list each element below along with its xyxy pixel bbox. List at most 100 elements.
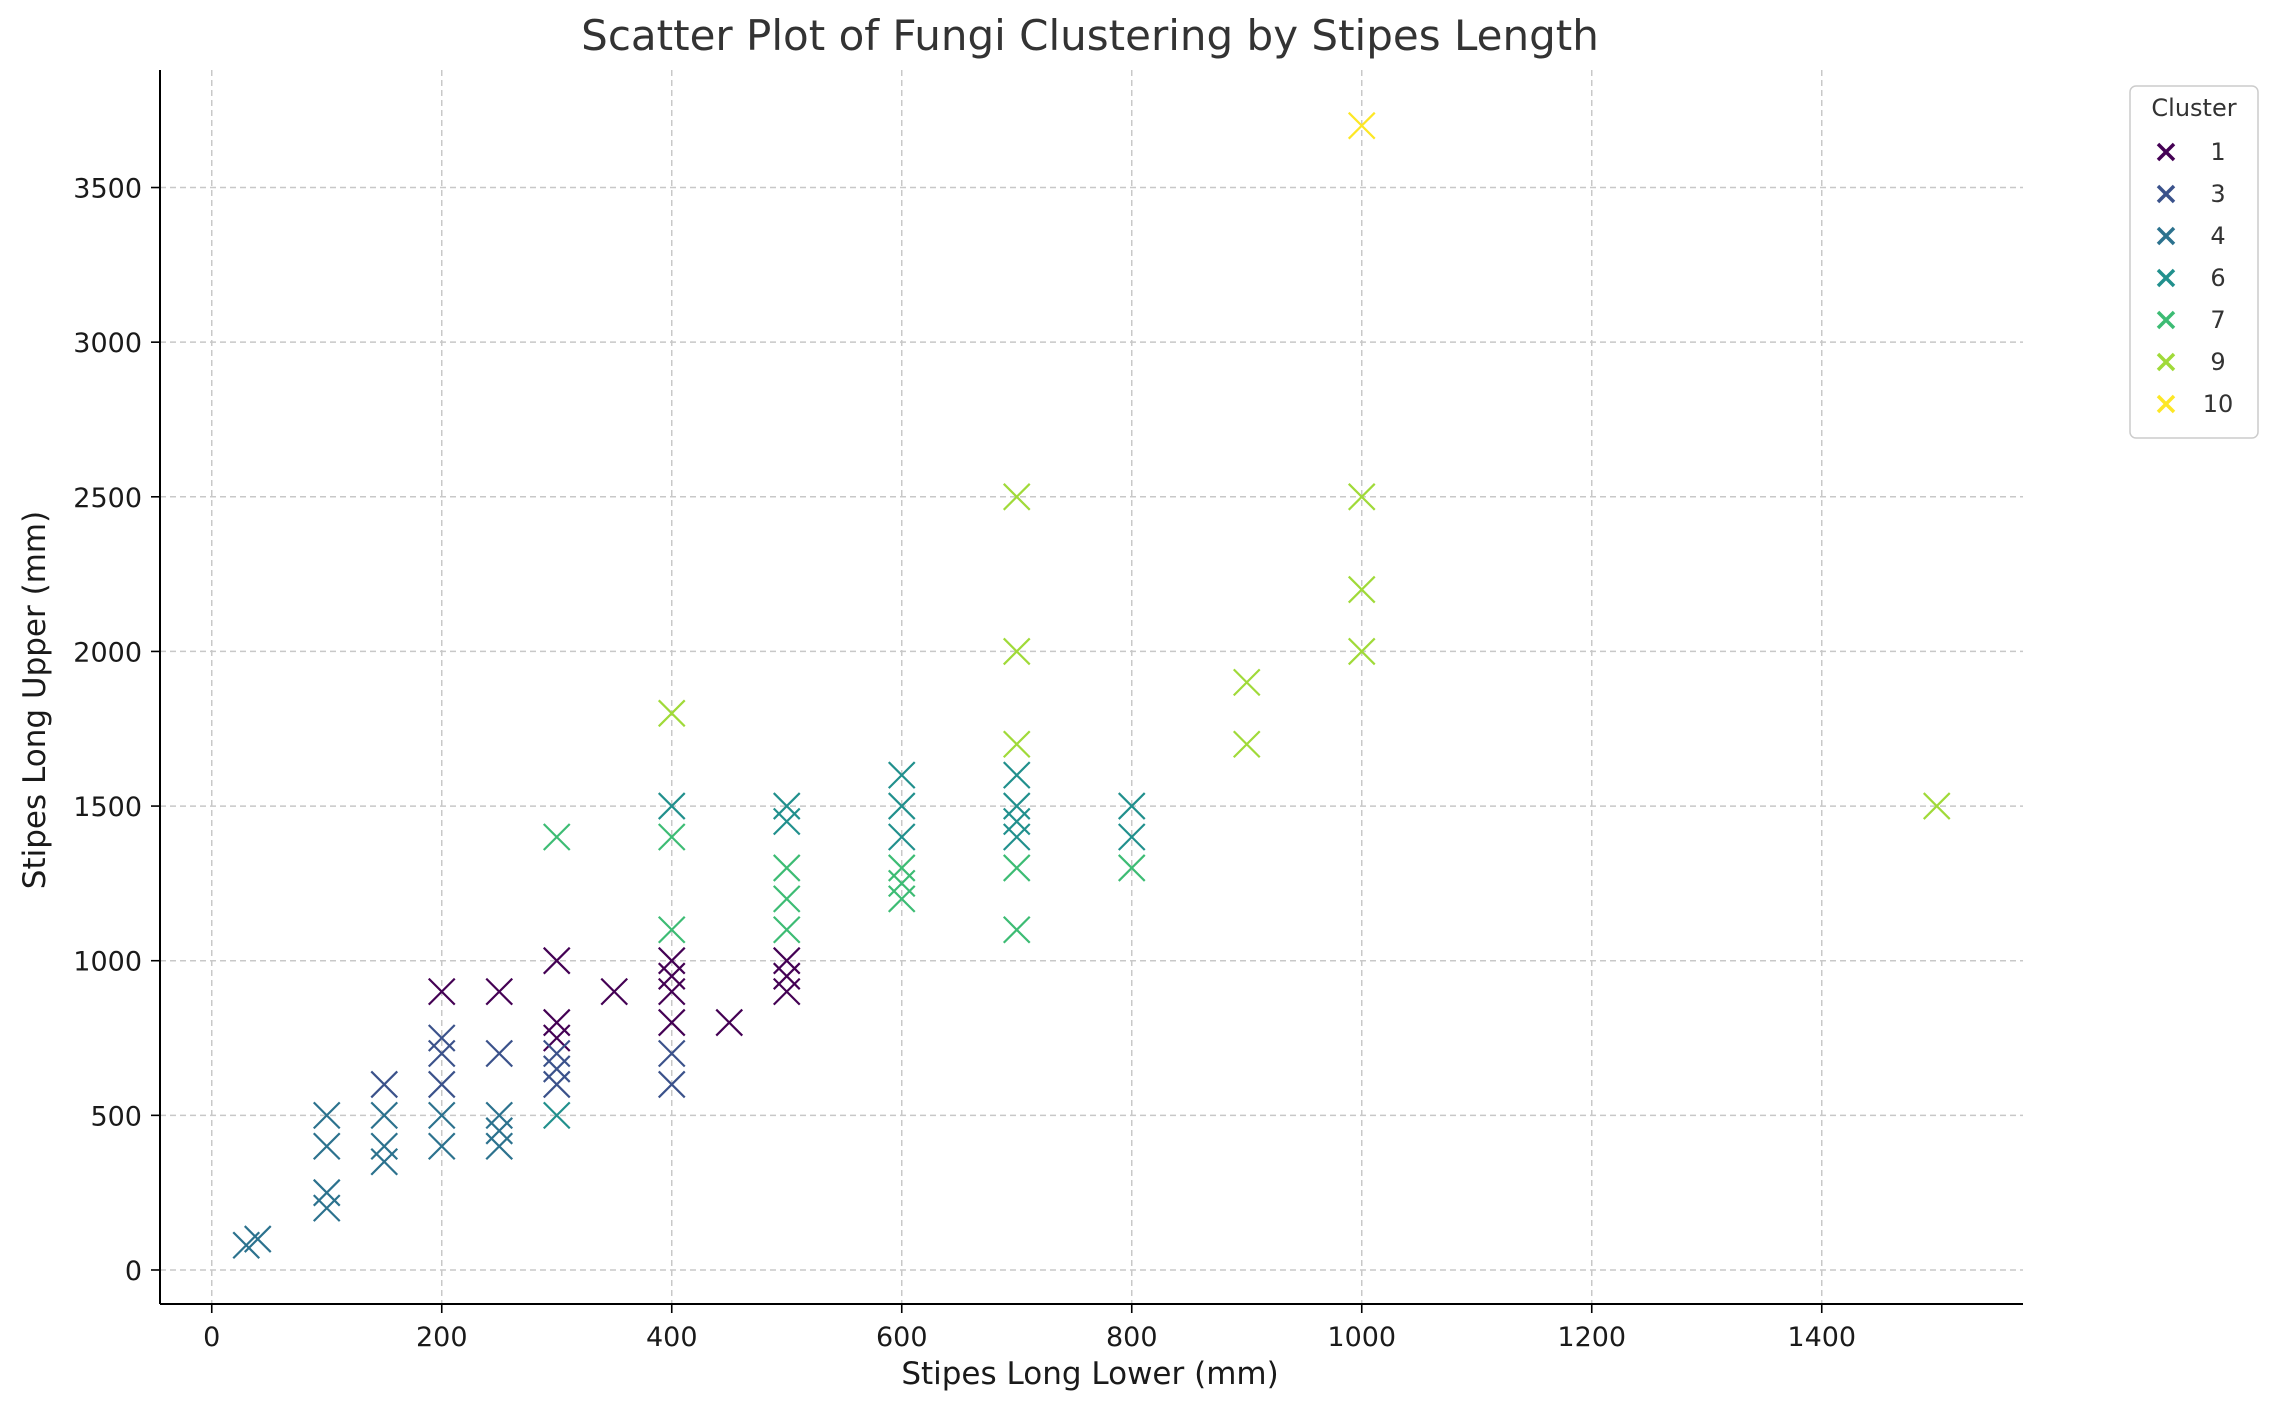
legend-item: 10	[2156, 390, 2234, 418]
scatter-point	[657, 916, 686, 944]
scatter-point	[657, 962, 686, 990]
scatter-point	[657, 792, 686, 820]
scatter-point	[715, 1008, 744, 1037]
legend: Cluster 1 3 4 6 7 9 10	[2129, 85, 2259, 439]
x-tick-label: 1000	[1327, 1322, 1396, 1353]
legend-item: 1	[2156, 138, 2226, 166]
scatter-point	[1232, 730, 1261, 758]
legend-marker	[2156, 310, 2176, 330]
y-ticks: 0 500 1000 1500 2000 2500 3000 3500	[73, 174, 160, 1287]
x-tick-label: 400	[646, 1322, 698, 1353]
scatter-point	[1347, 111, 1376, 140]
scatter-point	[657, 946, 686, 975]
legend-label: 4	[2210, 222, 2225, 250]
legend-item: 9	[2156, 348, 2226, 376]
legend-frame	[2129, 85, 2259, 439]
scatter-point	[542, 1070, 571, 1099]
scatter-point	[887, 854, 916, 882]
legend-item: 6	[2156, 264, 2226, 292]
scatter-point	[1002, 792, 1031, 820]
grid-lines	[160, 70, 2023, 1304]
scatter-point	[542, 946, 571, 975]
scatter-point	[657, 977, 686, 1006]
scatter-point	[1347, 637, 1376, 666]
y-tick-label: 1000	[73, 947, 142, 978]
scatter-point	[657, 1070, 686, 1099]
legend-marker	[2156, 352, 2176, 372]
legend-marker	[2156, 142, 2176, 162]
scatter-point	[485, 1132, 514, 1161]
scatter-point	[312, 1132, 341, 1161]
scatter-point	[1117, 823, 1146, 851]
y-axis-label: Stipes Long Upper (mm)	[17, 511, 53, 889]
scatter-point	[1922, 792, 1951, 820]
scatter-point	[542, 1008, 571, 1037]
legend-item: 4	[2156, 222, 2226, 250]
scatter-point	[600, 977, 629, 1006]
y-tick-label: 0	[125, 1256, 142, 1287]
legend-label: 7	[2210, 306, 2225, 334]
scatter-point	[1002, 483, 1031, 511]
scatter-point	[887, 823, 916, 851]
scatter-point	[370, 1070, 399, 1099]
scatter-point	[1117, 792, 1146, 820]
legend-marker	[2156, 268, 2176, 288]
legend-label: 10	[2203, 390, 2234, 418]
scatter-point	[542, 1024, 571, 1052]
scatter-point	[887, 792, 916, 820]
legend-item: 3	[2156, 180, 2226, 208]
scatter-point	[1002, 854, 1031, 882]
y-tick-label: 2000	[73, 637, 142, 668]
scatter-point	[427, 1132, 456, 1161]
legend-label: 9	[2210, 348, 2225, 376]
legend-label: 3	[2210, 180, 2225, 208]
scatter-point	[657, 1039, 686, 1068]
scatter-point	[1002, 761, 1031, 789]
scatter-point	[427, 1101, 456, 1130]
x-tick-label: 1400	[1787, 1322, 1856, 1353]
scatter-point	[312, 1101, 341, 1130]
scatter-point	[657, 699, 686, 728]
x-tick-label: 200	[416, 1322, 468, 1353]
x-tick-label: 600	[876, 1322, 928, 1353]
legend-label: 1	[2210, 138, 2225, 166]
scatter-point	[772, 885, 801, 913]
chart-title: Scatter Plot of Fungi Clustering by Stip…	[581, 11, 1599, 60]
scatter-point	[1347, 483, 1376, 511]
scatter-point	[485, 1039, 514, 1068]
axes	[159, 70, 2023, 1305]
x-axis-label: Stipes Long Lower (mm)	[901, 1356, 1278, 1392]
legend-marker	[2156, 394, 2176, 414]
scatter-point	[772, 946, 801, 975]
scatter-point	[657, 823, 686, 851]
scatter-point	[485, 1101, 514, 1130]
scatter-point	[1347, 575, 1376, 604]
scatter-point	[485, 977, 514, 1006]
scatter-point	[370, 1101, 399, 1130]
y-tick-label: 1500	[73, 792, 142, 823]
scatter-point	[485, 1117, 514, 1145]
scatter-point	[370, 1147, 399, 1176]
scatter-point	[1232, 668, 1261, 697]
x-tick-label: 1200	[1557, 1322, 1626, 1353]
scatter-point	[427, 1024, 456, 1052]
legend-marker	[2156, 184, 2176, 204]
scatter-point	[1002, 807, 1031, 836]
scatter-point	[772, 807, 801, 836]
scatter-point	[427, 977, 456, 1006]
scatter-point	[1002, 730, 1031, 758]
y-tick-label: 3500	[73, 174, 142, 205]
x-tick-label: 800	[1106, 1322, 1158, 1353]
scatter-point	[542, 1055, 571, 1083]
scatter-point	[1002, 637, 1031, 666]
scatter-point	[427, 1039, 456, 1068]
y-tick-label: 500	[90, 1101, 142, 1132]
scatter-point	[427, 1070, 456, 1099]
y-tick-label: 3000	[73, 328, 142, 359]
scatter-point	[772, 916, 801, 944]
scatter-point	[542, 823, 571, 851]
scatter-point	[312, 1194, 341, 1222]
scatter-point	[370, 1132, 399, 1161]
scatter-point	[243, 1225, 272, 1253]
